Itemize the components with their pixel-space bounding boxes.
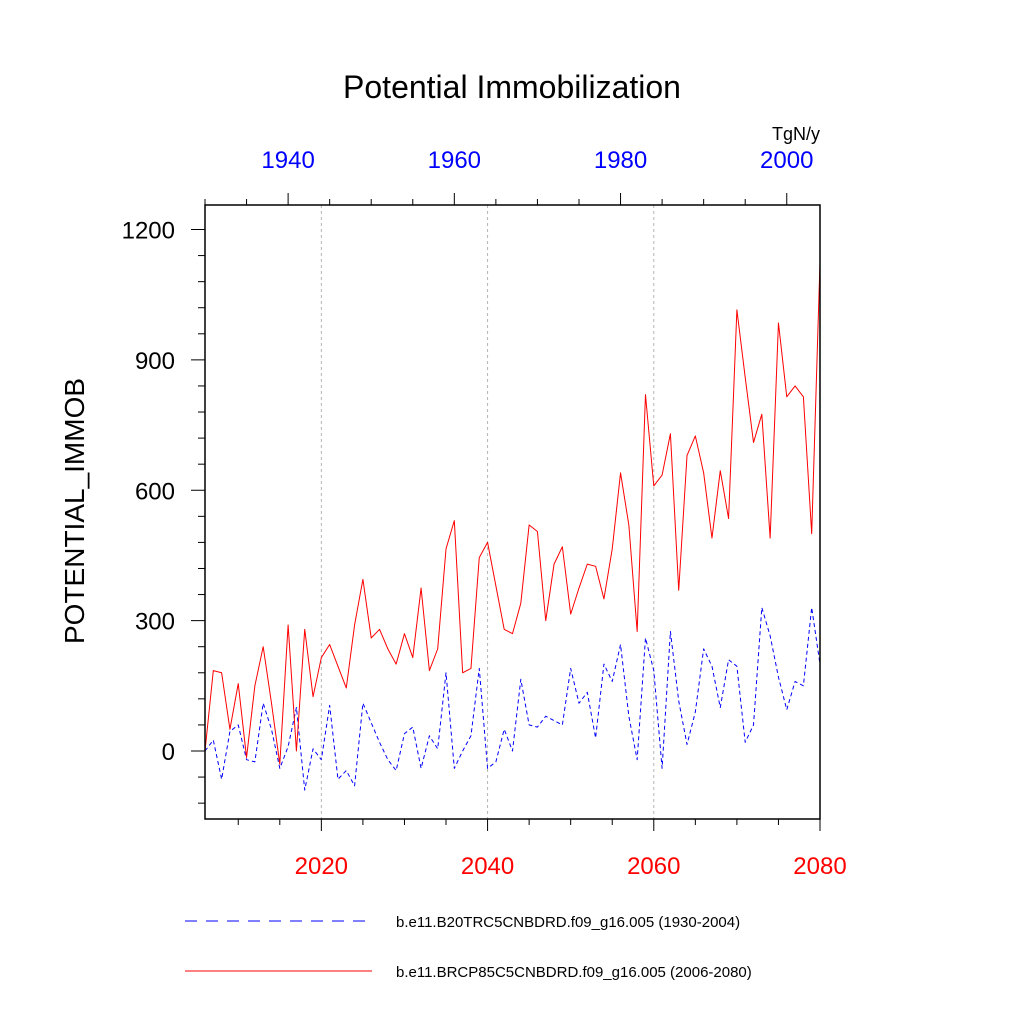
series-layer [204,262,821,791]
y-tick-label: 1200 [122,218,175,245]
legend: b.e11.B20TRC5CNBDRD.f09_g16.005 (1930-20… [185,914,752,981]
x-bottom-tick-label: 2020 [295,853,348,880]
y-tick-label: 300 [135,609,175,636]
x-top-tick-label: 1980 [594,147,647,174]
x-top-tick-label: 1960 [428,147,481,174]
x-top-tick-label: 2000 [760,147,813,174]
chart-title: Potential Immobilization [343,69,681,105]
legend-label-rcp85: b.e11.BRCP85C5CNBDRD.f09_g16.005 (2006-2… [396,964,752,981]
units-label: TgN/y [772,124,820,144]
series-rcp85-line [204,262,821,765]
legend-label-historical: b.e11.B20TRC5CNBDRD.f09_g16.005 (1930-20… [396,914,740,931]
x-bottom-tick-label: 2060 [627,853,680,880]
plot-frame [204,204,821,820]
y-tick-label: 0 [162,739,175,766]
grid-lines [320,205,655,819]
x-bottom-tick-label: 2040 [461,853,514,880]
y-axis-label: POTENTIAL_IMMOB [59,378,90,644]
y-tick-label: 600 [135,478,175,505]
series-historical-line [204,607,821,791]
x-top-tick-label: 1940 [261,147,314,174]
y-tick-label: 900 [135,348,175,375]
x-bottom-tick-label: 2080 [793,853,846,880]
axes: 0 300 600 900 1200 2020 2040 2060 2080 1940 1960 19… [122,147,847,880]
